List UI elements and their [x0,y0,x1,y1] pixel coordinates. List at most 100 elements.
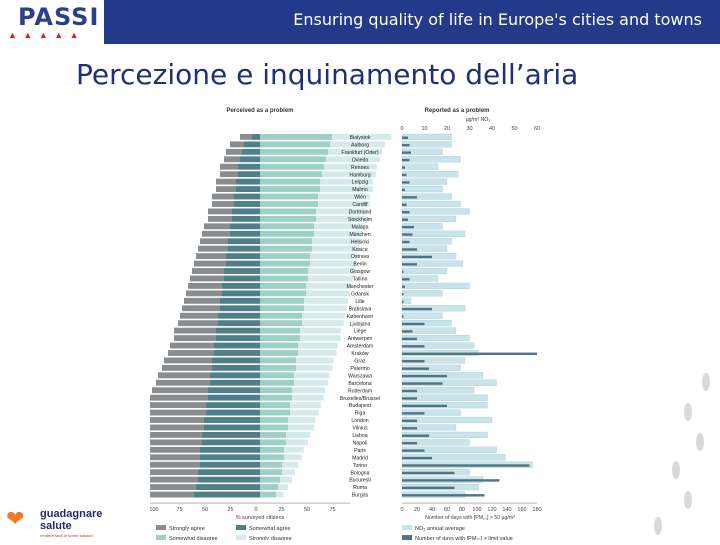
city-label: Riga [355,411,366,417]
bar-somewhat-agree [216,335,260,341]
bar-pm10 [402,367,429,370]
bar-pm10 [402,464,530,467]
bar-strongly-agree [196,253,226,260]
bar-somewhat-agree [222,283,260,289]
bar-somewhat-disagree [260,402,290,409]
bar-somewhat-disagree [260,215,316,222]
bottom-tick-label: 40 [429,507,435,513]
city-label: Napoli [353,440,368,446]
bar-strongly-agree [208,208,232,215]
bar-strongly-agree [136,424,204,431]
bar-pm10 [402,449,425,452]
bar-strongly-agree [202,230,230,237]
left-tick-label: 50 [304,507,310,513]
bar-somewhat-disagree [260,424,288,431]
bar-somewhat-agree [200,454,260,461]
bar-strongly-agree [168,350,214,356]
bar-somewhat-disagree [260,335,300,341]
bar-somewhat-agree [218,320,260,327]
bar-somewhat-agree [236,186,260,192]
bar-strongly-agree [180,312,218,319]
bar-somewhat-disagree [260,178,320,185]
bar-pm10 [402,389,417,393]
bar-somewhat-agree [242,148,260,155]
bar-strongly-agree [178,320,218,327]
bar-no2 [401,200,461,208]
bottom-tick-label: 20 [414,507,420,513]
city-label: Warszawa [348,373,372,379]
bar-pm10 [402,419,417,423]
bar-pm10 [402,233,413,236]
bar-strongly-agree [192,268,224,274]
bar-strongly-agree [90,491,194,498]
bar-somewhat-agree [234,193,260,200]
city-label: Madrid [352,455,368,461]
bar-strongly-agree [198,245,228,252]
bar-strongly-agree [120,446,200,453]
bar-somewhat-agree [206,409,260,416]
bar-pm10 [402,345,425,348]
bar-somewhat-disagree [260,148,328,155]
bar-somewhat-agree [212,357,260,364]
left-tick-label: 25 [278,507,284,513]
bar-somewhat-agree [240,156,260,163]
legend-swatch [156,525,166,531]
bar-strongly-disagree [278,484,288,490]
bar-strongly-agree [156,379,210,386]
bar-strongly-agree [174,327,216,334]
bar-somewhat-disagree [260,387,292,394]
bar-somewhat-disagree [260,476,280,483]
bar-no2 [401,267,448,275]
city-label: Gdansk [351,291,369,297]
bar-somewhat-agree [220,297,260,304]
left-tick-label: 50 [202,507,208,513]
bar-pm10 [402,158,410,162]
city-label: Antwerpen [348,336,373,342]
bar-strongly-disagree [318,201,370,207]
bar-strongly-agree [162,364,212,371]
bar-strongly-disagree [288,424,315,431]
legend-label: Strongly agree [169,526,205,532]
bar-strongly-agree [220,163,238,170]
bar-pm10 [402,166,405,169]
city-label: Torino [353,463,367,469]
city-label: London [351,418,368,424]
city-label: Kosice [352,247,368,253]
logo-text: PASSI [18,3,100,31]
bottom-tick-label: 160 [517,507,526,513]
bar-somewhat-disagree [260,469,282,476]
city-label: Bruxelles/Brussel [340,396,380,402]
footprint-icon [684,491,692,509]
left-chart-title: Perceived as a problem [226,108,293,114]
left-tick-label: 25 [227,507,233,513]
left-tick-label: 75 [176,507,182,513]
bar-somewhat-disagree [260,134,332,140]
bar-somewhat-disagree [260,230,314,237]
bar-strongly-disagree [322,171,376,178]
bar-pm10 [402,315,404,318]
bar-strongly-disagree [332,134,392,140]
bar-strongly-agree [106,469,198,476]
bar-somewhat-agree [218,312,260,319]
city-label: Hamburg [349,172,370,178]
bar-somewhat-agree [228,238,260,245]
bar-somewhat-agree [228,245,260,252]
bottom-tick-label: 80 [459,507,465,513]
bar-pm10 [402,337,417,341]
bar-strongly-agree [170,342,214,349]
bar-strongly-agree [200,238,228,245]
bar-somewhat-agree [204,424,260,431]
bar-strongly-agree [174,335,216,341]
city-label: Leipzig [352,180,369,186]
top-tick-label: 10 [421,126,427,132]
bar-pm10 [402,397,417,400]
bar-no2 [401,215,457,222]
bar-strongly-agree [188,283,222,289]
city-label: Helsinki [351,239,369,245]
bar-strongly-agree [240,134,252,140]
bar-pm10 [402,218,408,221]
bar-somewhat-agree [244,141,260,148]
bar-pm10 [402,471,455,475]
city-label: Glasgow [350,269,370,275]
